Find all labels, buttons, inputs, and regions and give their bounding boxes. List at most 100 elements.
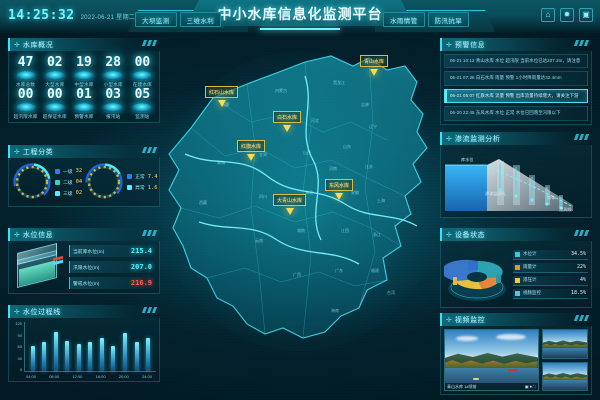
reservoir-panel-header: ✛ 水位信息 xyxy=(8,228,160,241)
x-axis: 04:00 08:00 12:00 16:00 20:00 24:00 xyxy=(12,372,156,379)
warning-list: 06-21 10:12 青山水库 水位 超汛限 当前水位已达207.2m，请注意… xyxy=(441,51,591,124)
stat-cell[interactable]: 00 超汛限水库 xyxy=(11,88,40,120)
pie-chart-3d[interactable] xyxy=(444,245,510,303)
reading-row[interactable]: 警戒水位(m) 216.9 xyxy=(69,277,155,289)
dam-cross-section[interactable]: 库水位 渗流监测孔 坝体 浸润线 xyxy=(441,145,591,217)
warning-panel-body: 06-21 10:12 青山水库 水位 超汛限 当前水位已达207.2m，请注意… xyxy=(440,51,592,125)
gauge-panel-title: 工程分类 xyxy=(22,148,54,156)
pie-panel-body: 水位计 34.5% 雨量计 22% 渗压计 4% xyxy=(440,241,592,308)
warning-row[interactable]: 06-20 22:45 东风水库 水位 正常 水位已回落至汛限以下 xyxy=(444,106,588,121)
map-marker-5[interactable]: 大青山水库 xyxy=(273,194,307,215)
dam-label-seepage-hole: 渗流监测孔 xyxy=(485,191,506,196)
x-tick: 04:00 xyxy=(26,374,37,379)
home-icon[interactable]: ⌂ xyxy=(541,8,555,22)
pie-legend-row[interactable]: 渗压计 4% xyxy=(513,275,588,286)
trend-panel-body: 120 90 60 30 0 04:00 08:00 12:00 16:00 2… xyxy=(8,318,160,382)
bar[interactable] xyxy=(123,332,128,371)
stat-cell[interactable]: 28 小型水库 xyxy=(99,56,128,88)
hills-layer xyxy=(542,373,587,380)
location-pin-icon xyxy=(335,193,343,200)
stat-label: 超汛限水库 xyxy=(13,114,38,119)
video-control-icons[interactable]: ▣ ⏺ ⛶ xyxy=(524,384,536,389)
stat-cell[interactable]: 19 中型水库 xyxy=(69,56,98,88)
legend-label: 二级 xyxy=(63,180,73,186)
settings-icon[interactable]: ✹ xyxy=(560,8,574,22)
map-marker-1[interactable]: 青山水库 xyxy=(360,55,389,76)
plus-icon: ✛ xyxy=(446,41,452,49)
reading-label: 警戒水位(m) xyxy=(73,281,100,287)
pie-value: 22% xyxy=(576,264,586,270)
page-title: 中小水库信息化监测平台 xyxy=(217,6,383,22)
svg-text:湖北: 湖北 xyxy=(305,189,313,195)
stat-label: 报汛站 xyxy=(106,114,121,119)
video-toolbar[interactable]: 青山水库 1#坝前 ▣ ⏺ ⛶ xyxy=(445,383,538,390)
video-panel: ✛ 视频监控 青山水库 xyxy=(440,313,592,395)
china-map[interactable]: 新疆 内蒙古 黑龙江 吉林 辽宁 河北 山东 青海 甘肃 山西 河南 江苏 西藏 四川 湖北 安徽上… xyxy=(155,36,445,366)
stat-cell[interactable]: 03 报汛站 xyxy=(99,88,128,120)
tab-flood-control[interactable]: 防汛抗旱 xyxy=(427,12,470,27)
svg-text:上海: 上海 xyxy=(377,197,385,203)
tab-water-rain[interactable]: 水雨情管 xyxy=(383,12,425,27)
cloud-icon xyxy=(456,336,479,341)
header-deco-icon xyxy=(573,134,590,140)
gauge-panel-body: 一级 32 二级 04 三级 02 xyxy=(8,158,160,207)
video-feed-main[interactable]: 青山水库 1#坝前 ▣ ⏺ ⛶ xyxy=(444,329,539,391)
pie-panel-header: ✛ 设备状态 xyxy=(440,228,592,241)
video-panel-header: ✛ 视频监控 xyxy=(440,313,592,326)
stat-cell[interactable]: 47 水库总数 xyxy=(11,56,40,88)
x-tick: 08:00 xyxy=(49,374,60,379)
tab-3d-water[interactable]: 三维水利 xyxy=(179,12,222,27)
reading-row[interactable]: 当前库水位(m) 215.4 xyxy=(69,245,155,257)
dam-panel-header: ✛ 渗流监测分析 xyxy=(440,132,592,145)
gauge-unit-1[interactable]: 正常 7.4 异常 1.6 xyxy=(84,162,157,202)
video-grid: 青山水库 1#坝前 ▣ ⏺ ⛶ xyxy=(441,326,591,394)
bar[interactable] xyxy=(99,338,104,371)
foliage-layer xyxy=(542,343,587,350)
warning-row-active[interactable]: 06-21 05:07 红旗水库 流量 预警 出库流量持续增大，请关注下游 xyxy=(444,88,588,104)
pie-legend-row[interactable]: 雨量计 22% xyxy=(513,262,588,273)
pie-panel: ✛ 设备状态 xyxy=(440,228,592,308)
pie-legend: 水位计 34.5% 雨量计 22% 渗压计 4% xyxy=(513,249,588,299)
stat-cell[interactable]: 01 预警水库 xyxy=(69,88,98,120)
bar[interactable] xyxy=(53,331,58,371)
y-axis: 120 90 60 30 0 xyxy=(12,322,24,372)
reading-row[interactable]: 汛限水位(m) 207.0 xyxy=(69,261,155,273)
svg-text:山西: 山西 xyxy=(303,149,311,155)
stats-panel-title: 水库概况 xyxy=(22,41,54,49)
stat-cell[interactable]: 02 大型水库 xyxy=(40,56,69,88)
stat-cell[interactable]: 05 监测站 xyxy=(128,88,157,120)
video-feed-thumb-1[interactable] xyxy=(541,329,588,359)
warning-row[interactable]: 06-21 07:36 白石水库 雨量 预警 1小时降雨量达32.4mm xyxy=(444,71,588,86)
bar-chart[interactable]: 120 90 60 30 0 04:00 08:00 12:00 16:00 2… xyxy=(9,318,159,381)
warning-row[interactable]: 06-21 10:12 青山水库 水位 超汛限 当前水位已达207.2m，请注意 xyxy=(444,54,588,69)
podium-icon xyxy=(73,103,94,112)
svg-text:海南: 海南 xyxy=(331,307,339,313)
bar[interactable] xyxy=(146,338,151,371)
bar[interactable] xyxy=(88,341,93,371)
video-feed-thumb-2[interactable] xyxy=(541,361,588,391)
pie-legend-row[interactable]: 视频监控 18.5% xyxy=(513,288,588,299)
gauge-unit-0[interactable]: 一级 32 二级 04 三级 02 xyxy=(12,162,82,202)
boat-icon xyxy=(472,378,479,381)
bar[interactable] xyxy=(111,345,116,371)
stat-cell[interactable]: 00 超保证水库 xyxy=(40,88,69,120)
bar[interactable] xyxy=(42,341,47,371)
sky-layer xyxy=(542,362,587,376)
map-marker-4[interactable]: 东风水库 xyxy=(325,179,354,200)
map-marker-0[interactable]: 红石山水库 xyxy=(205,86,239,107)
fullscreen-icon[interactable]: ▣ xyxy=(579,8,593,22)
stat-cell[interactable]: 00 在建水库 xyxy=(128,56,157,88)
tab-dam-monitor[interactable]: 大坝监测 xyxy=(135,12,177,27)
reservoir-panel: ✛ 水位信息 当前库水位(m) 215.4 xyxy=(8,228,160,294)
reading-label: 汛限水位(m) xyxy=(73,265,100,271)
map-marker-2[interactable]: 红旗水库 xyxy=(237,140,266,161)
pie-legend-row[interactable]: 水位计 34.5% xyxy=(513,249,588,260)
location-pin-icon xyxy=(285,208,294,215)
bar[interactable] xyxy=(134,342,139,371)
bar[interactable] xyxy=(65,340,70,371)
header-deco-icon xyxy=(573,40,590,46)
bar[interactable] xyxy=(76,344,81,371)
bar[interactable] xyxy=(30,345,35,371)
map-marker-3[interactable]: 白石水库 xyxy=(273,111,302,132)
header-deco-icon xyxy=(141,307,158,313)
